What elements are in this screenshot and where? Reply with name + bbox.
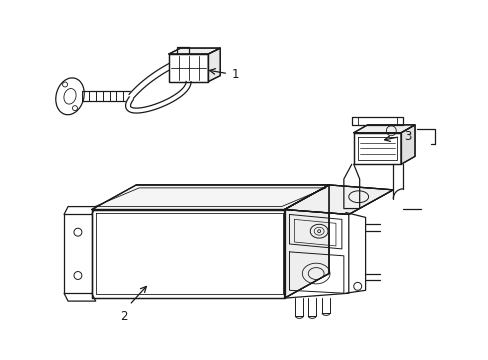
Polygon shape bbox=[92, 210, 284, 298]
Polygon shape bbox=[284, 185, 392, 215]
Polygon shape bbox=[353, 133, 400, 164]
Polygon shape bbox=[400, 125, 414, 164]
Text: 2: 2 bbox=[120, 310, 127, 323]
Polygon shape bbox=[168, 54, 208, 82]
Polygon shape bbox=[208, 48, 220, 82]
Polygon shape bbox=[168, 48, 220, 54]
Text: 3: 3 bbox=[404, 130, 411, 143]
Polygon shape bbox=[129, 53, 204, 98]
Text: 1: 1 bbox=[232, 68, 239, 81]
Polygon shape bbox=[92, 185, 328, 210]
Polygon shape bbox=[284, 185, 328, 298]
Polygon shape bbox=[353, 125, 414, 133]
Polygon shape bbox=[125, 81, 191, 113]
